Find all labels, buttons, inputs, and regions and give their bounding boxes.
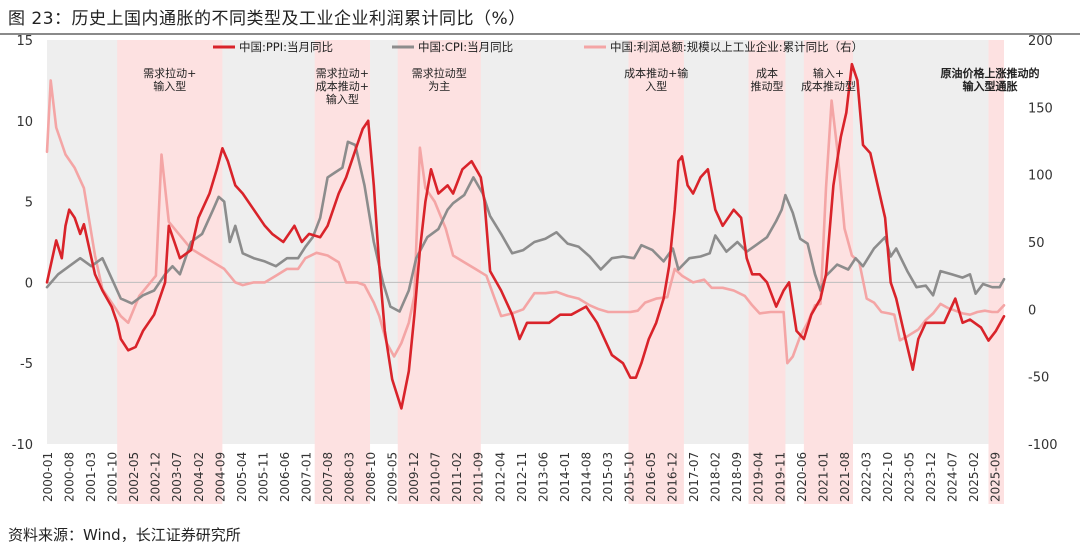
shaded-period-5 xyxy=(748,40,786,504)
x-tick-label: 2004-09 xyxy=(213,452,227,502)
x-tick-label: 2012-11 xyxy=(515,452,529,502)
right-tick-label: 150 xyxy=(1028,101,1053,116)
right-tick-label: 0 xyxy=(1028,303,1036,318)
right-tick-label: 50 xyxy=(1028,236,1045,251)
x-tick-label: 2014-01 xyxy=(558,452,572,502)
period-label: 成本 xyxy=(756,66,778,80)
x-tick-label: 2023-12 xyxy=(924,452,938,502)
x-tick-label: 2011-09 xyxy=(472,452,486,502)
x-tick-label: 2021-01 xyxy=(816,452,830,502)
figure-title: 图 23：历史上国内通胀的不同类型及工业企业利润累计同比（%） xyxy=(8,9,526,29)
x-tick-label: 2025-02 xyxy=(967,452,981,502)
x-tick-label: 2002-05 xyxy=(127,452,141,502)
left-tick-label: -10 xyxy=(12,438,33,453)
x-tick-label: 2022-03 xyxy=(859,452,873,502)
shaded-period-1 xyxy=(117,40,223,504)
x-tick-label: 2001-03 xyxy=(84,452,98,502)
x-tick-label: 2018-09 xyxy=(730,452,744,502)
period-label: 为主 xyxy=(428,80,450,93)
x-tick-label: 2007-08 xyxy=(321,452,335,502)
x-tick-label: 2018-02 xyxy=(709,452,723,502)
x-tick-label: 2016-12 xyxy=(666,452,680,502)
period-label: 成本推动+输 xyxy=(624,66,688,80)
x-tick-label: 2019-04 xyxy=(752,452,766,502)
x-tick-label: 2011-02 xyxy=(450,452,464,502)
x-tick-label: 2017-07 xyxy=(687,452,701,502)
right-tick-label: -50 xyxy=(1028,371,1049,386)
x-tick-label: 2005-04 xyxy=(235,452,249,502)
x-tick-label: 2013-06 xyxy=(536,452,550,502)
title-divider xyxy=(0,33,1080,35)
period-label: 成本推动+ xyxy=(316,79,369,93)
right-tick-label: 100 xyxy=(1028,169,1053,184)
cpi-line xyxy=(45,140,1006,313)
x-tick-label: 2021-08 xyxy=(838,452,852,502)
x-tick-label: 2023-05 xyxy=(902,452,916,502)
x-tick-label: 2025-09 xyxy=(989,452,1003,502)
shaded-period-4 xyxy=(628,40,684,504)
period-label: 入型 xyxy=(645,79,667,93)
x-tick-label: 2003-07 xyxy=(170,452,184,502)
source-note: 资料来源：Wind，长江证券研究所 xyxy=(8,526,241,544)
x-tick-label: 2007-01 xyxy=(299,452,313,502)
x-tick-label: 2000-01 xyxy=(41,452,55,502)
period-label: 输入型 xyxy=(326,92,359,106)
x-tick-label: 2022-10 xyxy=(881,452,895,502)
shaded-period-7 xyxy=(988,40,1004,504)
x-tick-label: 2015-10 xyxy=(623,452,637,502)
legend-label-1: 中国:PPI:当月同比 xyxy=(239,40,333,54)
left-tick-label: -5 xyxy=(20,357,33,372)
period-label: 需求拉动+ xyxy=(316,66,369,80)
right-tick-label: -100 xyxy=(1028,438,1058,453)
period-label: 成本推动型 xyxy=(801,79,856,93)
period-label: 需求拉动型 xyxy=(412,66,467,80)
x-tick-label: 2016-05 xyxy=(644,452,658,502)
period-label: 推动型 xyxy=(750,79,783,93)
x-tick-label: 2008-03 xyxy=(343,452,357,502)
x-tick-label: 2020-06 xyxy=(795,452,809,502)
x-tick-label: 2008-10 xyxy=(364,452,378,502)
x-tick-label: 2004-02 xyxy=(192,452,206,502)
left-tick-label: 5 xyxy=(25,196,33,211)
legend-label-2: 中国:CPI:当月同比 xyxy=(418,40,513,54)
x-tick-label: 2019-11 xyxy=(773,452,787,502)
period-label: 输入+ xyxy=(813,66,844,80)
x-tick-label: 2010-07 xyxy=(429,452,443,502)
x-tick-label: 2024-07 xyxy=(946,452,960,502)
period-label: 输入型通胀 xyxy=(963,79,1018,93)
x-tick-label: 2005-11 xyxy=(256,452,270,502)
ppi-line xyxy=(45,62,1006,410)
left-tick-label: 10 xyxy=(16,115,33,130)
x-tick-label: 2002-12 xyxy=(149,452,163,502)
profit-line xyxy=(45,79,1006,365)
left-tick-label: 0 xyxy=(25,276,33,291)
x-tick-label: 2000-08 xyxy=(63,452,77,502)
legend-label-3: 中国:利润总额:规模以上工业企业:累计同比（右） xyxy=(610,40,863,54)
period-label: 需求拉动+ xyxy=(143,66,196,80)
period-label: 原油价格上涨推动的 xyxy=(941,66,1040,80)
x-tick-label: 2009-05 xyxy=(386,452,400,502)
period-label: 输入型 xyxy=(153,79,186,93)
x-tick-label: 2015-03 xyxy=(601,452,615,502)
x-tick-label: 2012-04 xyxy=(493,452,507,502)
right-tick-label: 200 xyxy=(1028,34,1053,49)
x-tick-label: 2006-06 xyxy=(278,452,292,502)
left-tick-label: 15 xyxy=(16,34,33,49)
x-tick-label: 2001-10 xyxy=(106,452,120,502)
x-tick-label: 2009-12 xyxy=(407,452,421,502)
shaded-period-3 xyxy=(397,40,481,504)
x-tick-label: 2014-08 xyxy=(579,452,593,502)
